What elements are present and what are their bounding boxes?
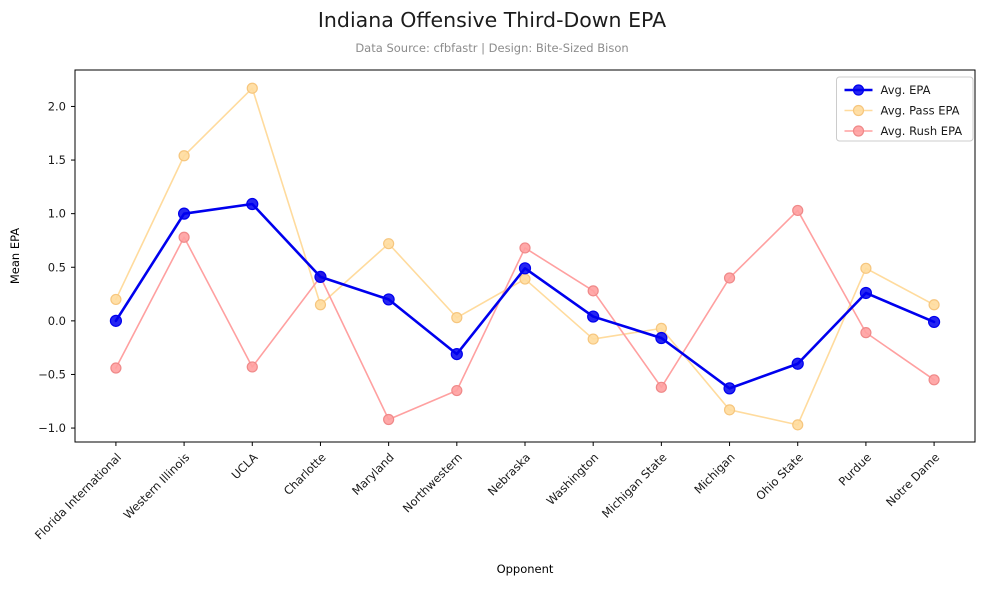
legend-item-label: Avg. Rush EPA — [881, 124, 963, 138]
legend-item-label: Avg. Pass EPA — [881, 104, 960, 118]
data-point-avg-epa — [177, 207, 191, 220]
series-line-avg-pass-epa — [115, 87, 935, 426]
data-point-avg-pass-epa — [451, 312, 463, 324]
data-point-avg-epa — [246, 197, 259, 211]
data-point-avg-epa — [655, 331, 668, 345]
series-line-avg-rush-epa — [115, 209, 935, 421]
y-tick-label: 0.0 — [48, 314, 66, 328]
data-point-avg-pass-epa — [587, 333, 599, 345]
data-point-avg-epa — [723, 382, 736, 395]
data-point-avg-pass-epa — [655, 322, 667, 334]
data-point-avg-rush-epa — [383, 413, 395, 426]
data-point-avg-rush-epa — [246, 361, 258, 373]
x-tick-label: UCLA — [229, 450, 261, 482]
data-point-avg-pass-epa — [178, 150, 190, 162]
data-point-avg-rush-epa — [110, 362, 122, 374]
y-tick-label: 0.5 — [48, 260, 66, 274]
x-tick-label: Washington — [544, 450, 602, 508]
x-tick-label: Notre Dame — [883, 450, 942, 509]
legend-swatch-marker — [852, 104, 865, 117]
x-tick-label: Charlotte — [281, 450, 329, 498]
legend-swatch-marker — [852, 84, 865, 96]
data-point-avg-pass-epa — [792, 419, 804, 431]
data-point-avg-epa — [927, 315, 941, 329]
data-point-avg-epa — [314, 270, 327, 284]
x-tick-label: Florida International — [32, 450, 124, 542]
legend-item-label: Avg. EPA — [881, 83, 931, 97]
x-tick-label: Western Illinois — [121, 450, 193, 522]
data-point-avg-epa — [791, 357, 804, 370]
y-tick-label: −0.5 — [38, 367, 66, 381]
data-point-avg-rush-epa — [519, 242, 531, 254]
data-point-avg-pass-epa — [246, 82, 258, 94]
chart-subtitle: Data Source: cfbfastr | Design: Bite-Siz… — [355, 41, 629, 55]
y-tick-label: 2.0 — [48, 99, 66, 113]
data-point-avg-rush-epa — [860, 327, 872, 339]
x-tick-label: Maryland — [349, 450, 397, 498]
data-point-avg-rush-epa — [451, 384, 463, 397]
data-point-avg-epa — [859, 286, 873, 300]
x-tick-label: Ohio State — [753, 450, 806, 503]
y-tick-label: 1.5 — [48, 153, 66, 167]
data-point-avg-rush-epa — [792, 204, 804, 217]
data-point-avg-epa — [450, 347, 463, 361]
y-tick-label: −1.0 — [38, 421, 66, 435]
data-point-avg-rush-epa — [587, 285, 599, 297]
data-point-avg-epa — [518, 262, 532, 275]
y-tick-label: 1.0 — [48, 207, 66, 221]
data-point-avg-pass-epa — [110, 293, 122, 306]
x-tick-label: Northwestern — [400, 450, 465, 515]
data-point-avg-pass-epa — [723, 404, 736, 416]
legend-swatch-marker — [852, 125, 865, 137]
data-point-avg-pass-epa — [928, 299, 940, 311]
data-point-avg-pass-epa — [860, 262, 872, 274]
legend-box — [836, 76, 974, 142]
data-point-avg-epa — [587, 310, 600, 323]
data-point-avg-pass-epa — [519, 273, 531, 285]
data-point-avg-epa — [382, 293, 395, 306]
data-point-avg-rush-epa — [178, 231, 190, 243]
x-tick-label: Nebraska — [485, 450, 533, 498]
x-tick-label: Michigan — [691, 450, 737, 496]
x-axis-title: Opponent — [496, 562, 554, 576]
chart-title: Indiana Offensive Third-Down EPA — [317, 8, 667, 32]
data-point-avg-pass-epa — [383, 238, 395, 250]
series-line-avg-epa — [114, 202, 936, 390]
data-point-avg-rush-epa — [655, 381, 667, 393]
data-point-avg-rush-epa — [723, 272, 736, 284]
x-tick-label: Michigan State — [599, 450, 669, 520]
x-tick-label: Purdue — [836, 450, 874, 488]
data-point-avg-pass-epa — [314, 299, 327, 311]
data-point-avg-epa — [109, 314, 123, 327]
data-point-avg-rush-epa — [928, 374, 940, 386]
